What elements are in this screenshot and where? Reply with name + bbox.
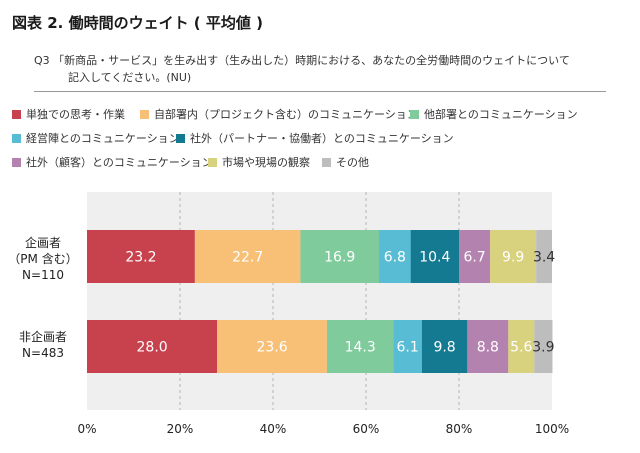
bar-segment bbox=[300, 230, 380, 283]
data-label: 23.2 bbox=[125, 250, 156, 266]
legend-label: 市場や現場の観察 bbox=[222, 156, 310, 169]
chart-title: 図表 2. 働時間のウェイト ( 平均値 ) bbox=[12, 14, 263, 32]
legend-swatch bbox=[208, 157, 217, 167]
legend-item-other-dept: 他部署とのコミュニケーション bbox=[410, 106, 578, 122]
tick-label: 0% bbox=[77, 422, 96, 436]
bar-segment bbox=[459, 230, 491, 283]
plot-area bbox=[87, 192, 552, 410]
category-label: 企画者 bbox=[25, 235, 61, 250]
legend-item-other: その他 bbox=[322, 154, 369, 170]
legend-label: 他部署とのコミュニケーション bbox=[424, 108, 578, 121]
data-label: 5.6 bbox=[510, 340, 532, 356]
bar-segment bbox=[508, 320, 535, 373]
bar-segment bbox=[87, 230, 195, 283]
data-label: 28.0 bbox=[137, 340, 168, 356]
bar-segment bbox=[326, 320, 394, 373]
bar-segment bbox=[490, 230, 537, 283]
legend-label: その他 bbox=[336, 156, 369, 169]
divider bbox=[34, 91, 606, 92]
legend-swatch bbox=[410, 109, 419, 119]
tick-label: 80% bbox=[446, 422, 473, 436]
tick-label: 100% bbox=[535, 422, 569, 436]
legend-swatch bbox=[12, 157, 21, 167]
legend-row-3: 社外（顧客）とのコミュニケーション 市場や現場の観察 その他 bbox=[12, 154, 632, 178]
category-label: N=110 bbox=[22, 268, 64, 282]
data-label: 14.3 bbox=[345, 340, 376, 356]
bar-segment bbox=[217, 320, 327, 373]
survey-question: Q3 「新商品・サービス」を生み出す（生み出した）時期における、あなたの全労働時… bbox=[34, 52, 604, 86]
bar-segment bbox=[410, 230, 459, 283]
tick-label: 20% bbox=[167, 422, 194, 436]
legend-item-external-customer: 社外（顧客）とのコミュニケーション bbox=[12, 154, 213, 170]
legend-swatch bbox=[322, 157, 331, 167]
legend-swatch bbox=[176, 133, 185, 143]
legend-swatch bbox=[12, 133, 21, 143]
legend-label: 単独での思考・作業 bbox=[26, 108, 125, 121]
data-label: 16.9 bbox=[324, 250, 355, 266]
bar-segment bbox=[379, 230, 411, 283]
legend-label: 経営陣とのコミュニケーション bbox=[26, 132, 180, 145]
legend-item-market-observation: 市場や現場の観察 bbox=[208, 154, 310, 170]
legend-label: 自部署内（プロジェクト含む）のコミュニケーション bbox=[154, 108, 418, 121]
data-label: 23.6 bbox=[256, 340, 287, 356]
legend-swatch bbox=[140, 109, 149, 119]
data-label: 6.8 bbox=[384, 250, 406, 266]
question-line-2: 記入してください。(NU) bbox=[68, 71, 192, 84]
category-label: N=483 bbox=[22, 346, 64, 360]
data-label: 8.8 bbox=[477, 340, 499, 356]
data-label: 22.7 bbox=[232, 250, 263, 266]
data-label: 3.4 bbox=[533, 250, 555, 266]
bar-segment bbox=[536, 230, 552, 283]
legend-row-2: 経営陣とのコミュニケーション 社外（パートナー・協働者）とのコミュニケーション bbox=[12, 130, 632, 154]
legend-label: 社外（パートナー・協働者）とのコミュニケーション bbox=[190, 132, 454, 145]
tick-label: 60% bbox=[353, 422, 380, 436]
question-line-1: Q3 「新商品・サービス」を生み出す（生み出した）時期における、あなたの全労働時… bbox=[34, 54, 570, 67]
legend-item-solo-work: 単独での思考・作業 bbox=[12, 106, 125, 122]
legend-item-external-partner: 社外（パートナー・協働者）とのコミュニケーション bbox=[176, 130, 454, 146]
data-label: 6.1 bbox=[396, 340, 418, 356]
category-label: （PM 含む） bbox=[8, 251, 77, 266]
bar-segment bbox=[534, 320, 553, 373]
legend-item-management: 経営陣とのコミュニケーション bbox=[12, 130, 180, 146]
tick-label: 40% bbox=[260, 422, 287, 436]
data-label: 9.9 bbox=[502, 250, 524, 266]
category-label: 非企画者 bbox=[19, 329, 67, 344]
bar-segment bbox=[421, 320, 468, 373]
data-label: 3.9 bbox=[532, 340, 554, 356]
legend-item-own-dept: 自部署内（プロジェクト含む）のコミュニケーション bbox=[140, 106, 418, 122]
data-label: 9.8 bbox=[433, 340, 455, 356]
chart-legend: 単独での思考・作業 自部署内（プロジェクト含む）のコミュニケーション 他部署との… bbox=[12, 106, 632, 178]
bar-segment bbox=[393, 320, 422, 373]
bar-segment bbox=[194, 230, 301, 283]
bar-segment bbox=[467, 320, 509, 373]
bar-segment bbox=[87, 320, 218, 373]
data-label: 6.7 bbox=[463, 250, 485, 266]
data-label: 10.4 bbox=[419, 250, 450, 266]
legend-row-1: 単独での思考・作業 自部署内（プロジェクト含む）のコミュニケーション 他部署との… bbox=[12, 106, 632, 130]
legend-label: 社外（顧客）とのコミュニケーション bbox=[26, 156, 213, 169]
legend-swatch bbox=[12, 109, 21, 119]
